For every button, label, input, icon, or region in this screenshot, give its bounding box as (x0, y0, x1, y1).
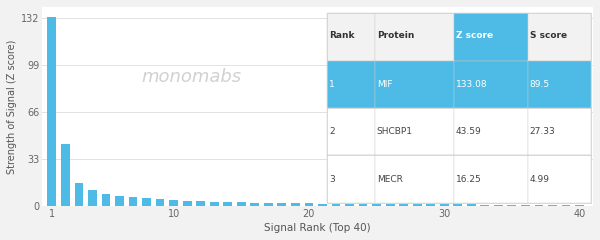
Bar (481, 204, 489, 206)
Bar (494, 205, 503, 206)
Bar (250, 203, 259, 206)
Text: MECR: MECR (377, 175, 403, 184)
Bar (454, 61, 527, 108)
Bar (327, 61, 374, 108)
Bar (128, 197, 137, 206)
Bar (359, 204, 367, 206)
Bar (548, 205, 557, 206)
Bar (332, 204, 340, 206)
Bar (372, 204, 381, 206)
Bar (527, 156, 591, 203)
Bar (413, 204, 422, 206)
Bar (575, 205, 584, 206)
Bar (467, 204, 476, 206)
Text: 3: 3 (329, 175, 335, 184)
Bar (386, 204, 395, 206)
Bar (508, 205, 516, 206)
Bar (374, 61, 454, 108)
Bar (374, 156, 454, 203)
Bar (277, 203, 286, 206)
Bar (454, 156, 527, 203)
Bar (327, 13, 374, 61)
Bar (142, 198, 151, 206)
Text: S score: S score (530, 31, 567, 41)
Bar (345, 204, 354, 206)
X-axis label: Signal Rank (Top 40): Signal Rank (Top 40) (265, 223, 371, 233)
Bar (210, 202, 218, 206)
Bar (74, 183, 83, 206)
Bar (47, 17, 56, 206)
Text: 133.08: 133.08 (456, 80, 487, 89)
Bar (521, 205, 530, 206)
Bar (169, 200, 178, 206)
Text: SHCBP1: SHCBP1 (377, 127, 413, 136)
Bar (115, 196, 124, 206)
Bar (88, 190, 97, 206)
Bar (101, 194, 110, 206)
Text: 89.5: 89.5 (530, 80, 550, 89)
Bar (535, 205, 544, 206)
Bar (264, 203, 273, 206)
Bar (327, 156, 374, 203)
Bar (374, 108, 454, 156)
Text: 1: 1 (329, 80, 335, 89)
Text: 27.33: 27.33 (530, 127, 556, 136)
Text: Protein: Protein (377, 31, 414, 41)
Text: 16.25: 16.25 (456, 175, 482, 184)
Bar (527, 13, 591, 61)
Bar (399, 204, 408, 206)
Bar (318, 204, 327, 206)
Bar (527, 108, 591, 156)
Bar (156, 199, 164, 206)
Text: Rank: Rank (329, 31, 355, 41)
Bar (440, 204, 449, 206)
Bar (527, 61, 591, 108)
Bar (183, 201, 191, 206)
Bar (327, 108, 374, 156)
Y-axis label: Strength of Signal (Z score): Strength of Signal (Z score) (7, 39, 17, 174)
Bar (454, 13, 527, 61)
Text: MIF: MIF (377, 80, 392, 89)
Bar (305, 204, 313, 206)
Bar (454, 204, 462, 206)
Bar (426, 204, 435, 206)
Text: 43.59: 43.59 (456, 127, 482, 136)
Bar (327, 13, 591, 203)
Text: monomabs: monomabs (141, 68, 241, 86)
Bar (374, 13, 454, 61)
Bar (291, 203, 300, 206)
Text: Z score: Z score (456, 31, 493, 41)
Bar (237, 202, 245, 206)
Bar (196, 201, 205, 206)
Text: 4.99: 4.99 (530, 175, 550, 184)
Bar (223, 202, 232, 206)
Bar (61, 144, 70, 206)
Text: 2: 2 (329, 127, 335, 136)
Bar (454, 108, 527, 156)
Bar (562, 205, 571, 206)
